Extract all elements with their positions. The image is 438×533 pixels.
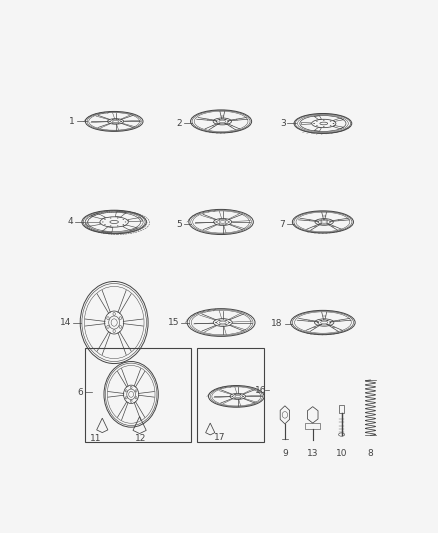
Text: 17: 17 — [214, 433, 225, 442]
Bar — [339, 406, 344, 413]
Text: 16: 16 — [255, 386, 267, 395]
Bar — [85, 348, 191, 442]
Text: 7: 7 — [279, 220, 285, 229]
Text: 18: 18 — [272, 319, 283, 328]
Text: 15: 15 — [168, 318, 180, 327]
Text: 6: 6 — [78, 388, 84, 397]
Text: 4: 4 — [68, 217, 74, 227]
Text: 5: 5 — [176, 220, 182, 229]
Bar — [305, 423, 320, 429]
Text: 8: 8 — [367, 449, 373, 458]
Text: 2: 2 — [177, 119, 182, 128]
Text: 14: 14 — [60, 318, 71, 327]
Text: 11: 11 — [90, 434, 102, 443]
Text: 3: 3 — [280, 119, 286, 128]
Text: 1: 1 — [69, 117, 75, 126]
Bar — [197, 348, 264, 442]
Text: 13: 13 — [307, 449, 318, 458]
Text: 12: 12 — [134, 434, 146, 443]
Text: 9: 9 — [282, 449, 288, 458]
Text: 10: 10 — [336, 449, 347, 458]
